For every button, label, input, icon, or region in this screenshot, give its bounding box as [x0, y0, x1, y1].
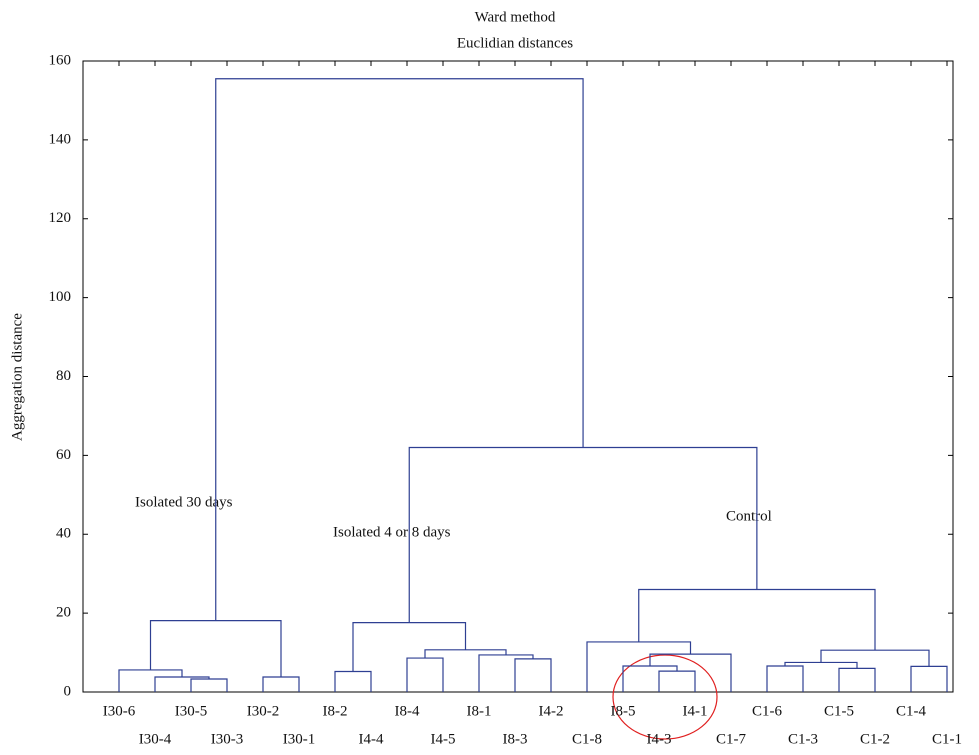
chart-title: Ward method [475, 9, 556, 25]
annotation: Control [726, 508, 772, 524]
leaf-label: C1-4 [896, 703, 927, 719]
dendrogram-link [638, 588, 876, 651]
leaf-label: C1-1 [932, 731, 962, 747]
dendrogram-link [352, 621, 467, 672]
y-tick-label: 100 [49, 289, 72, 305]
highlight-ellipse [612, 654, 718, 740]
dendrogram-link [408, 446, 758, 623]
leaf-label: I4-4 [359, 731, 384, 747]
y-tick-label: 160 [49, 52, 72, 68]
y-tick-label: 20 [56, 605, 71, 621]
y-axis-label: Aggregation distance [9, 313, 25, 441]
leaf-label: I30-2 [247, 703, 280, 719]
leaf-label: I8-3 [503, 731, 528, 747]
leaf-label: I4-2 [539, 703, 564, 719]
dendrogram-link [424, 649, 507, 659]
leaf-label: I8-1 [467, 703, 492, 719]
y-tick-label: 0 [64, 683, 72, 699]
dendrogram-link [215, 78, 584, 621]
dendrogram-link [149, 620, 282, 678]
leaf-label: C1-3 [788, 731, 818, 747]
dendrogram-link [154, 676, 210, 692]
y-tick-label: 140 [49, 131, 72, 147]
y-tick-label: 120 [49, 210, 72, 226]
leaf-label: C1-2 [860, 731, 890, 747]
dendrogram-link [658, 670, 696, 692]
y-tick-label: 80 [56, 368, 71, 384]
dendrogram-link [478, 654, 534, 692]
y-tick-label: 60 [56, 447, 71, 463]
dendrogram-link [820, 649, 930, 667]
leaf-label: C1-5 [824, 703, 854, 719]
dendrogram-link [262, 676, 300, 692]
leaf-label: C1-6 [752, 703, 783, 719]
plot-frame [82, 60, 954, 693]
dendrogram-link [586, 641, 692, 692]
dendrogram-link [190, 678, 228, 692]
y-tick-label: 40 [56, 526, 71, 542]
leaf-label: I30-1 [283, 731, 316, 747]
dendrogram-link [838, 667, 876, 692]
leaf-label: I4-3 [647, 731, 672, 747]
leaf-label: I30-3 [211, 731, 244, 747]
dendrogram-link [766, 665, 804, 692]
dendrogram-link [910, 665, 948, 692]
dendrogram-link [514, 658, 552, 692]
leaf-label: I30-5 [175, 703, 208, 719]
dendrogram-link [406, 657, 444, 692]
leaf-label: I8-2 [323, 703, 348, 719]
annotation: Isolated 30 days [135, 494, 233, 510]
leaf-label: C1-8 [572, 731, 602, 747]
dendrogram-link [118, 669, 183, 692]
annotation: Isolated 4 or 8 days [333, 524, 451, 540]
leaf-label: I8-5 [611, 703, 636, 719]
leaf-label: I30-6 [103, 703, 136, 719]
leaf-label: I4-5 [431, 731, 456, 747]
leaf-label: C1-7 [716, 731, 747, 747]
chart-subtitle: Euclidian distances [457, 35, 573, 51]
dendrogram-link [622, 665, 678, 692]
leaf-label: I8-4 [395, 703, 420, 719]
dendrogram-link [784, 661, 858, 669]
leaf-label: I30-4 [139, 731, 172, 747]
leaf-label: I4-1 [683, 703, 708, 719]
dendrogram-link [334, 670, 372, 692]
